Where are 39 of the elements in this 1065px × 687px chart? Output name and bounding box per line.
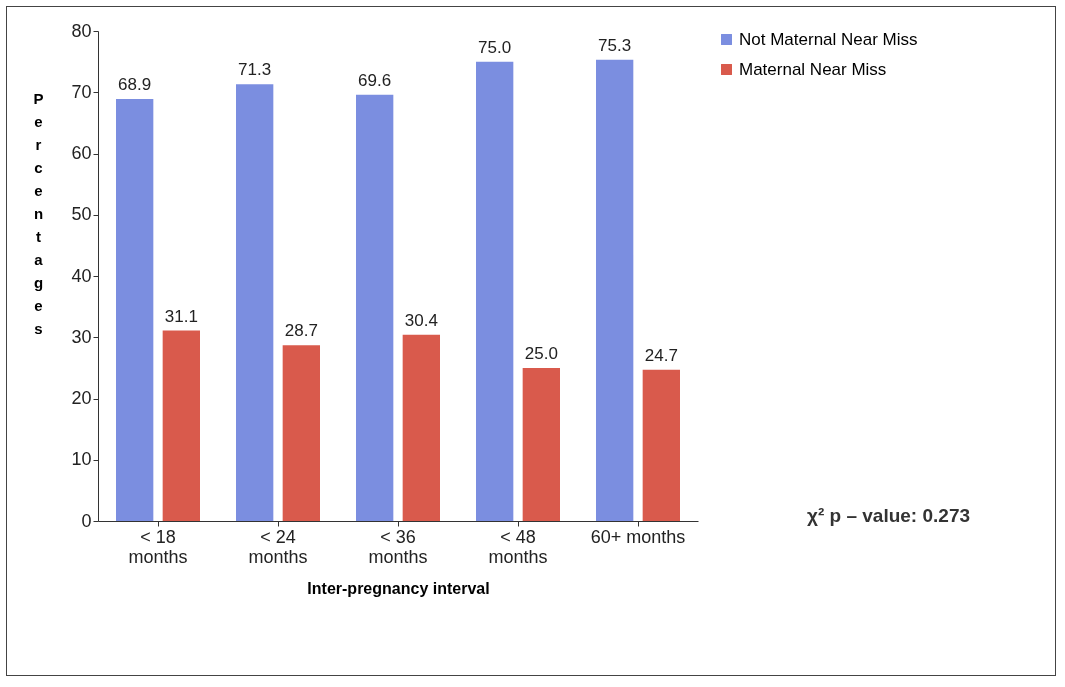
data-label: 31.1: [164, 306, 198, 326]
y-tick-label: 70: [71, 81, 92, 102]
data-label: 24.7: [644, 345, 678, 365]
x-tick-label: < 24 months: [248, 526, 308, 567]
text: Percentages: [33, 89, 44, 337]
x-tick-label: < 36 months: [368, 526, 428, 567]
bar: [476, 61, 514, 521]
x-axis-title: Inter-pregnancy interval: [307, 579, 490, 597]
bar: [402, 334, 440, 521]
data-label: 75.0: [478, 37, 512, 57]
data-label: 30.4: [404, 310, 438, 330]
bar: [236, 84, 274, 521]
y-tick-label: 80: [71, 20, 92, 41]
legend-label: Maternal Near Miss: [739, 59, 887, 79]
bar: [116, 98, 154, 521]
data-label: 25.0: [524, 343, 558, 363]
x-tick-label: 60+ months: [590, 526, 686, 547]
bar: [282, 345, 320, 521]
legend-label: Not Maternal Near Miss: [739, 29, 918, 49]
y-tick-label: 20: [71, 388, 92, 408]
data-label: 75.3: [598, 35, 632, 55]
y-tick-label: 40: [71, 265, 92, 286]
bar: [522, 367, 560, 521]
bar: [356, 94, 394, 521]
bar: [162, 330, 200, 521]
y-tick-label: 30: [71, 326, 92, 347]
y-tick-label: 50: [71, 204, 92, 225]
x-tick-label: < 48 months: [488, 526, 548, 567]
bar: [596, 59, 634, 521]
x-tick-label: < 18 months: [128, 526, 188, 567]
data-label: 69.6: [358, 70, 392, 90]
data-label: 28.7: [284, 321, 318, 341]
y-tick-label: 60: [71, 143, 92, 163]
y-tick-label: 0: [81, 510, 92, 531]
y-tick-label: 10: [71, 449, 92, 470]
data-label: 71.3: [238, 60, 272, 80]
bar: [642, 369, 680, 521]
data-label: 68.9: [118, 74, 152, 94]
text: χ² p – value: 0.273: [807, 505, 971, 527]
